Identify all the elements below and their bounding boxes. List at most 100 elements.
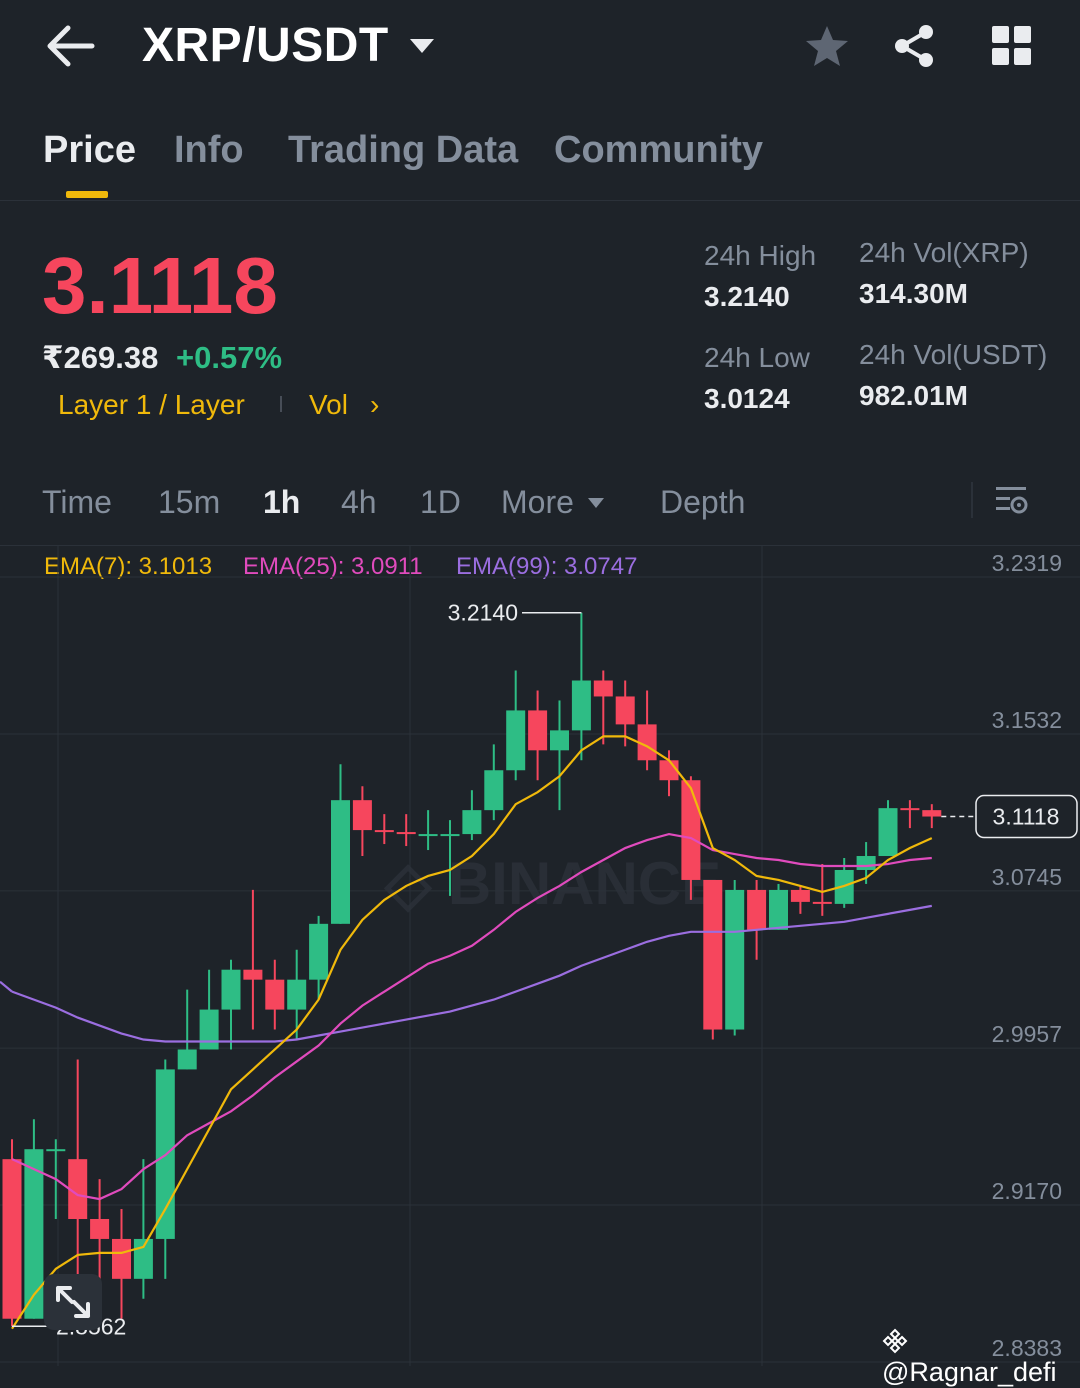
change-percent: +0.57% [176, 340, 283, 375]
last-price: 3.1118 [42, 241, 278, 330]
caret-down-icon[interactable] [408, 36, 436, 56]
candle-body [769, 889, 788, 930]
candle-body [812, 901, 832, 904]
share-icon[interactable] [890, 22, 938, 70]
candle-body [922, 810, 942, 817]
chevron-right-icon[interactable]: › [370, 389, 380, 420]
tf-1h[interactable]: 1h [263, 484, 301, 520]
credit-text: @Ragnar_defi [882, 1357, 1057, 1387]
caret-down-icon[interactable] [587, 496, 605, 508]
stat-vol-quote-label: 24h Vol(USDT) [859, 339, 1048, 370]
candle-body [374, 830, 394, 833]
y-axis-tick: 3.1532 [992, 707, 1062, 733]
ema7-line [11, 735, 933, 1330]
tab-community[interactable]: Community [554, 129, 763, 171]
stat-low-label: 24h Low [704, 342, 810, 373]
tf-4h[interactable]: 4h [341, 484, 377, 520]
category-tag-vol[interactable]: Vol [309, 389, 348, 420]
last-price-tag: 3.1118 [993, 804, 1060, 830]
tf-1d[interactable]: 1D [420, 484, 461, 520]
tab-trading-data[interactable]: Trading Data [288, 129, 519, 171]
candle-body [506, 710, 526, 771]
candle-body [571, 680, 591, 731]
candle-body [637, 724, 657, 761]
tab-info[interactable]: Info [174, 129, 244, 171]
candle-body [177, 1049, 197, 1070]
candle-body [615, 696, 635, 725]
candlestick-svg[interactable]: 3.2319 3.1532 3.0745 2.9957 2.9170 2.8383 ◇ BI… [0, 545, 1080, 1366]
timeframe-bar: Time 15m 1h 4h 1D More Depth [0, 470, 1080, 546]
active-tab-indicator [66, 191, 108, 198]
candle-body [396, 832, 416, 835]
candle-body [352, 800, 372, 831]
ema25-label: EMA(25): 3.0911 [243, 553, 423, 580]
candle-body [462, 810, 482, 835]
candle-body [265, 979, 285, 1010]
y-axis-tick: 3.0745 [992, 864, 1062, 890]
tf-more[interactable]: More [501, 484, 574, 520]
pair-title[interactable]: XRP/USDT [142, 19, 389, 72]
chart-watermark: ◇ BINANCE [383, 850, 721, 917]
ema7-label: EMA(7): 3.1013 [44, 553, 213, 580]
ema25-line [11, 832, 932, 1201]
candle-body [878, 808, 898, 857]
candle-body [790, 889, 810, 902]
credit-watermark: @Ragnar_defi [882, 1326, 1080, 1388]
high-marker-label: 3.2140 [448, 600, 518, 626]
chart-settings-icon[interactable] [994, 482, 1030, 518]
candle-body [243, 969, 263, 980]
star-icon[interactable] [804, 24, 850, 68]
binance-logo-icon [882, 1328, 908, 1354]
stat-vol-base-label: 24h Vol(XRP) [859, 237, 1029, 268]
stat-high-label: 24h High [704, 240, 817, 271]
candle-body [112, 1238, 131, 1279]
candle-body [703, 879, 723, 1030]
category-tag-layer[interactable]: Layer 1 / Layer [58, 389, 245, 420]
candle-body [550, 730, 569, 751]
candle-body [593, 680, 613, 697]
fiat-price: ₹269.38 [42, 340, 159, 375]
stat-high-value: 3.2140 [704, 281, 790, 312]
candle-body [681, 780, 701, 880]
candle-body [725, 889, 745, 1030]
divider [971, 482, 973, 518]
candle-body [309, 923, 329, 980]
candle-body [440, 834, 460, 837]
candle-body [747, 889, 767, 930]
ema99-label: EMA(99): 3.0747 [456, 553, 638, 580]
tf-time[interactable]: Time [42, 484, 112, 520]
candle-body [900, 808, 920, 811]
candle-body [46, 1149, 66, 1152]
stat-vol-quote-value: 982.01M [859, 380, 968, 411]
candle-body [287, 979, 307, 1010]
candle-body [2, 1159, 22, 1319]
tf-15m[interactable]: 15m [158, 484, 221, 520]
expand-icon [56, 1286, 90, 1318]
y-axis-tick: 2.8383 [992, 1335, 1062, 1361]
ema99-line [11, 904, 932, 1043]
y-axis-tick: 2.9170 [992, 1178, 1062, 1204]
candle-body [484, 770, 504, 811]
grid-icon[interactable] [990, 24, 1034, 68]
price-chart[interactable]: EMA(7): 3.1013 EMA(25): 3.0911 EMA(99): … [0, 545, 1080, 1366]
y-axis-tick: 3.2319 [992, 550, 1062, 576]
ema99-line-start [0, 980, 13, 993]
y-axis-tick: 2.9957 [992, 1021, 1062, 1047]
candle-body [199, 1009, 219, 1050]
candle-body [24, 1149, 44, 1319]
fullscreen-button[interactable] [44, 1274, 102, 1330]
tf-depth[interactable]: Depth [660, 484, 746, 520]
candle-body [528, 710, 548, 751]
stat-vol-base-value: 314.30M [859, 278, 968, 309]
candle-body [418, 834, 438, 837]
tab-price[interactable]: Price [43, 129, 136, 171]
last-price-tag-box [975, 794, 1078, 839]
section-tabs: Price Info Trading Data Community [0, 105, 1080, 201]
back-arrow-icon[interactable] [44, 22, 96, 70]
candle-body [856, 856, 876, 870]
candle-body [68, 1159, 88, 1220]
stat-low-value: 3.0124 [704, 383, 790, 414]
app-header: XRP/USDT [0, 0, 1080, 100]
candle-body [221, 969, 241, 1010]
candle-body [90, 1219, 110, 1239]
